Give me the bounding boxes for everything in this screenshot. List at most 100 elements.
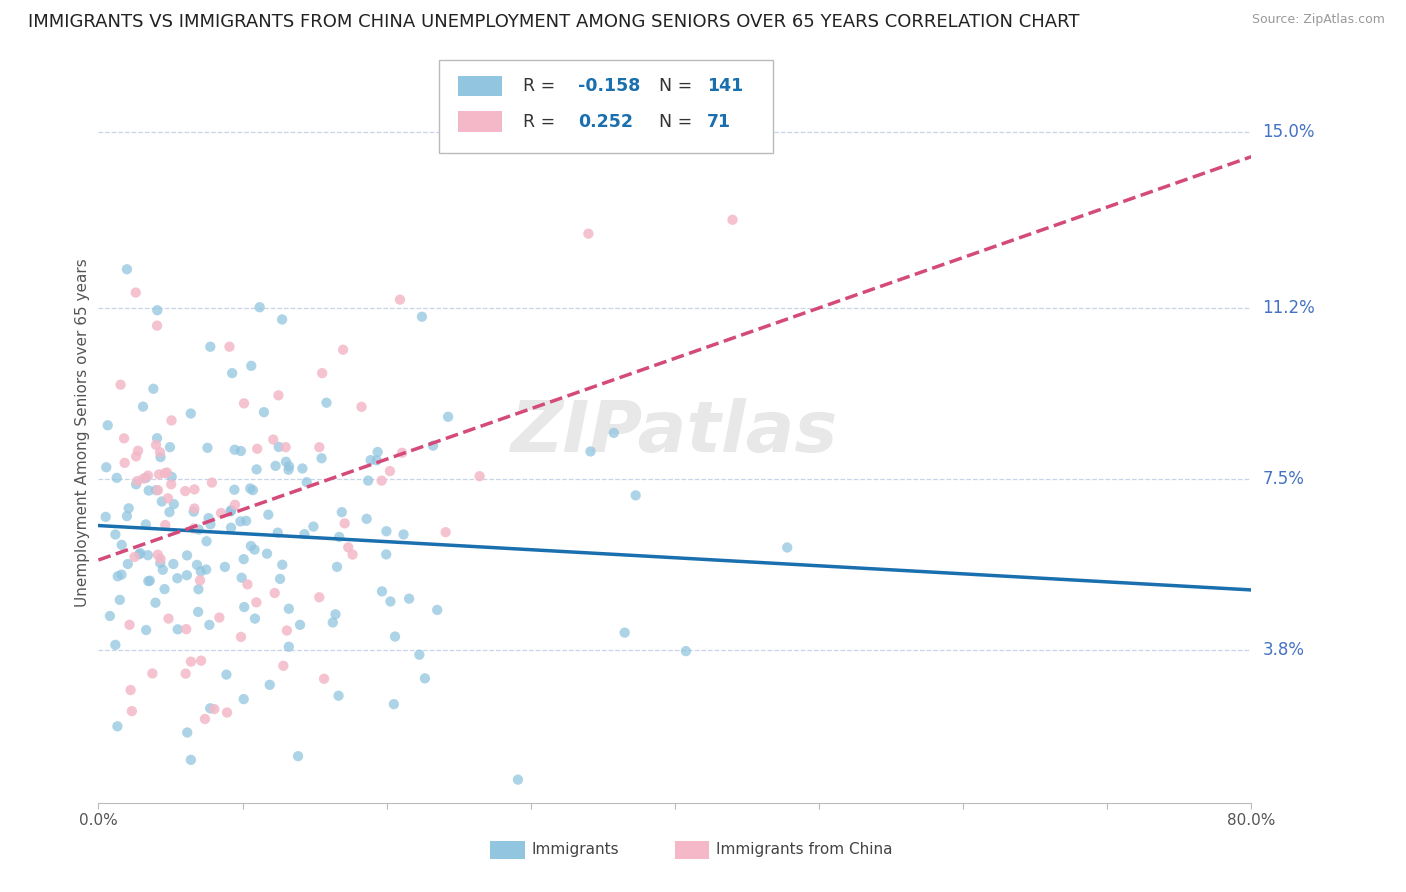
Point [392,527,415,541]
Point [391,446,413,460]
Point [267,440,290,454]
Point [434,525,457,540]
Point [120,683,142,698]
Point [325,607,347,622]
Text: Source: ZipAtlas.com: Source: ZipAtlas.com [1251,13,1385,27]
Point [224,442,246,457]
Point [195,562,218,576]
Text: 7.5%: 7.5% [1263,470,1305,488]
Point [110,567,132,582]
Point [121,704,143,718]
Point [187,582,209,597]
Point [311,366,333,380]
Point [224,498,246,512]
Point [311,451,333,466]
Point [721,212,744,227]
Point [149,450,172,464]
Point [468,469,491,483]
Point [187,605,209,619]
Point [183,501,205,516]
Text: R =: R = [523,77,555,95]
Point [208,610,231,624]
Point [366,453,388,467]
Point [231,571,253,585]
Point [174,484,197,499]
Point [315,395,337,409]
Point [146,431,169,445]
Point [232,692,254,706]
Point [356,512,378,526]
Point [183,483,205,497]
Point [166,623,188,637]
Point [125,285,148,300]
Point [277,463,299,477]
Point [218,340,240,354]
Point [183,505,205,519]
Point [579,444,602,458]
Point [152,563,174,577]
Point [115,509,138,524]
Text: 141: 141 [707,77,744,95]
Point [360,453,382,467]
Point [256,547,278,561]
Point [138,483,160,498]
Text: ZIPatlas: ZIPatlas [512,398,838,467]
Point [239,539,262,553]
Point [217,706,239,720]
Point [195,534,218,549]
Point [155,518,177,533]
Text: 15.0%: 15.0% [1263,123,1315,141]
Point [180,407,202,421]
Point [188,574,211,588]
Point [146,318,169,333]
Point [146,548,169,562]
Point [246,442,269,456]
Point [142,382,165,396]
Point [219,503,242,517]
Point [342,548,364,562]
Point [302,519,325,533]
Point [603,425,626,440]
Point [157,611,180,625]
Point [269,572,291,586]
Point [148,467,170,482]
Point [146,483,169,498]
Point [156,466,179,480]
Point [375,548,398,562]
Point [214,560,236,574]
Point [98,609,121,624]
Point [245,462,267,476]
Point [149,552,172,566]
Point [159,440,181,454]
Point [233,600,256,615]
Point [215,667,238,681]
Point [107,569,129,583]
Point [174,622,197,636]
Point [162,557,184,571]
Point [245,595,267,609]
Point [375,524,398,539]
Point [125,450,148,464]
Point [201,475,224,490]
Point [333,516,356,531]
Text: 11.2%: 11.2% [1263,299,1315,317]
Point [219,521,242,535]
Point [384,630,406,644]
Text: 3.8%: 3.8% [1263,641,1305,659]
Point [136,468,159,483]
Point [194,712,217,726]
Point [160,413,183,427]
Point [160,470,183,484]
Point [176,725,198,739]
Point [350,400,373,414]
Point [176,568,198,582]
Point [578,227,600,241]
Point [263,586,285,600]
Point [202,702,225,716]
Point [277,640,299,654]
Text: -0.158: -0.158 [578,77,640,95]
Point [308,440,330,454]
Point [198,618,221,632]
Point [176,549,198,563]
Point [253,405,276,419]
